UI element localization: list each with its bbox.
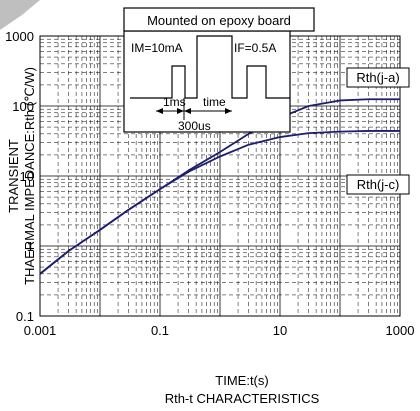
inset-if-label: IF=0.5A	[234, 41, 276, 55]
corner-tab-decoration	[0, 0, 40, 30]
legend-rth-jc-text: Rth(j-c)	[357, 177, 400, 192]
legend-rth-jc: Rth(j-c)	[346, 174, 410, 195]
x-axis-label: TIME:t(s)	[215, 373, 268, 388]
y-tick-label: 10	[20, 169, 34, 184]
legend-rth-ja-text: Rth(j-a)	[356, 70, 399, 85]
inset-frame	[123, 30, 291, 133]
x-tick-label: 1000	[386, 323, 415, 338]
y-axis-label-line1: TRANSIENT	[6, 139, 21, 213]
y-tick-label: 0.1	[16, 309, 34, 324]
y-tick-label: 1	[27, 239, 34, 254]
legend-rth-ja: Rth(j-a)	[346, 67, 410, 88]
x-tick-label: 0.001	[24, 323, 57, 338]
inset-1ms-label: 1ms	[163, 95, 186, 109]
inset-arrow-left	[156, 108, 184, 114]
inset-time-label: time	[203, 95, 226, 109]
inset-title: Mounted on epoxy board	[147, 13, 291, 28]
inset-pulse-diagram: Mounted on epoxy board IM=10mA IF=0.5A 1…	[123, 7, 315, 133]
y-tick-label: 1000	[5, 29, 34, 44]
inset-im-label: IM=10mA	[131, 41, 183, 55]
series-lines	[39, 98, 400, 275]
inset-300us-label: 300us	[178, 119, 211, 133]
y-axis-label-line2: THAERMAL IMPEDANCE:Rth (℃/W)	[22, 67, 37, 285]
y-tick-labels: 0.1 1 10 100 1000	[5, 29, 34, 324]
inset-title-box	[123, 7, 315, 32]
y-tick-label: 100	[12, 99, 34, 114]
inset-pulse-waveform	[130, 35, 290, 99]
x-tick-label: 0.1	[151, 323, 169, 338]
chart-caption: Rth-t CHARACTERISTICS	[165, 391, 320, 406]
x-tick-labels: 0.001 0.1 10 1000	[24, 323, 415, 338]
series-line-rth-jc	[39, 130, 400, 275]
x-tick-label: 10	[273, 323, 287, 338]
